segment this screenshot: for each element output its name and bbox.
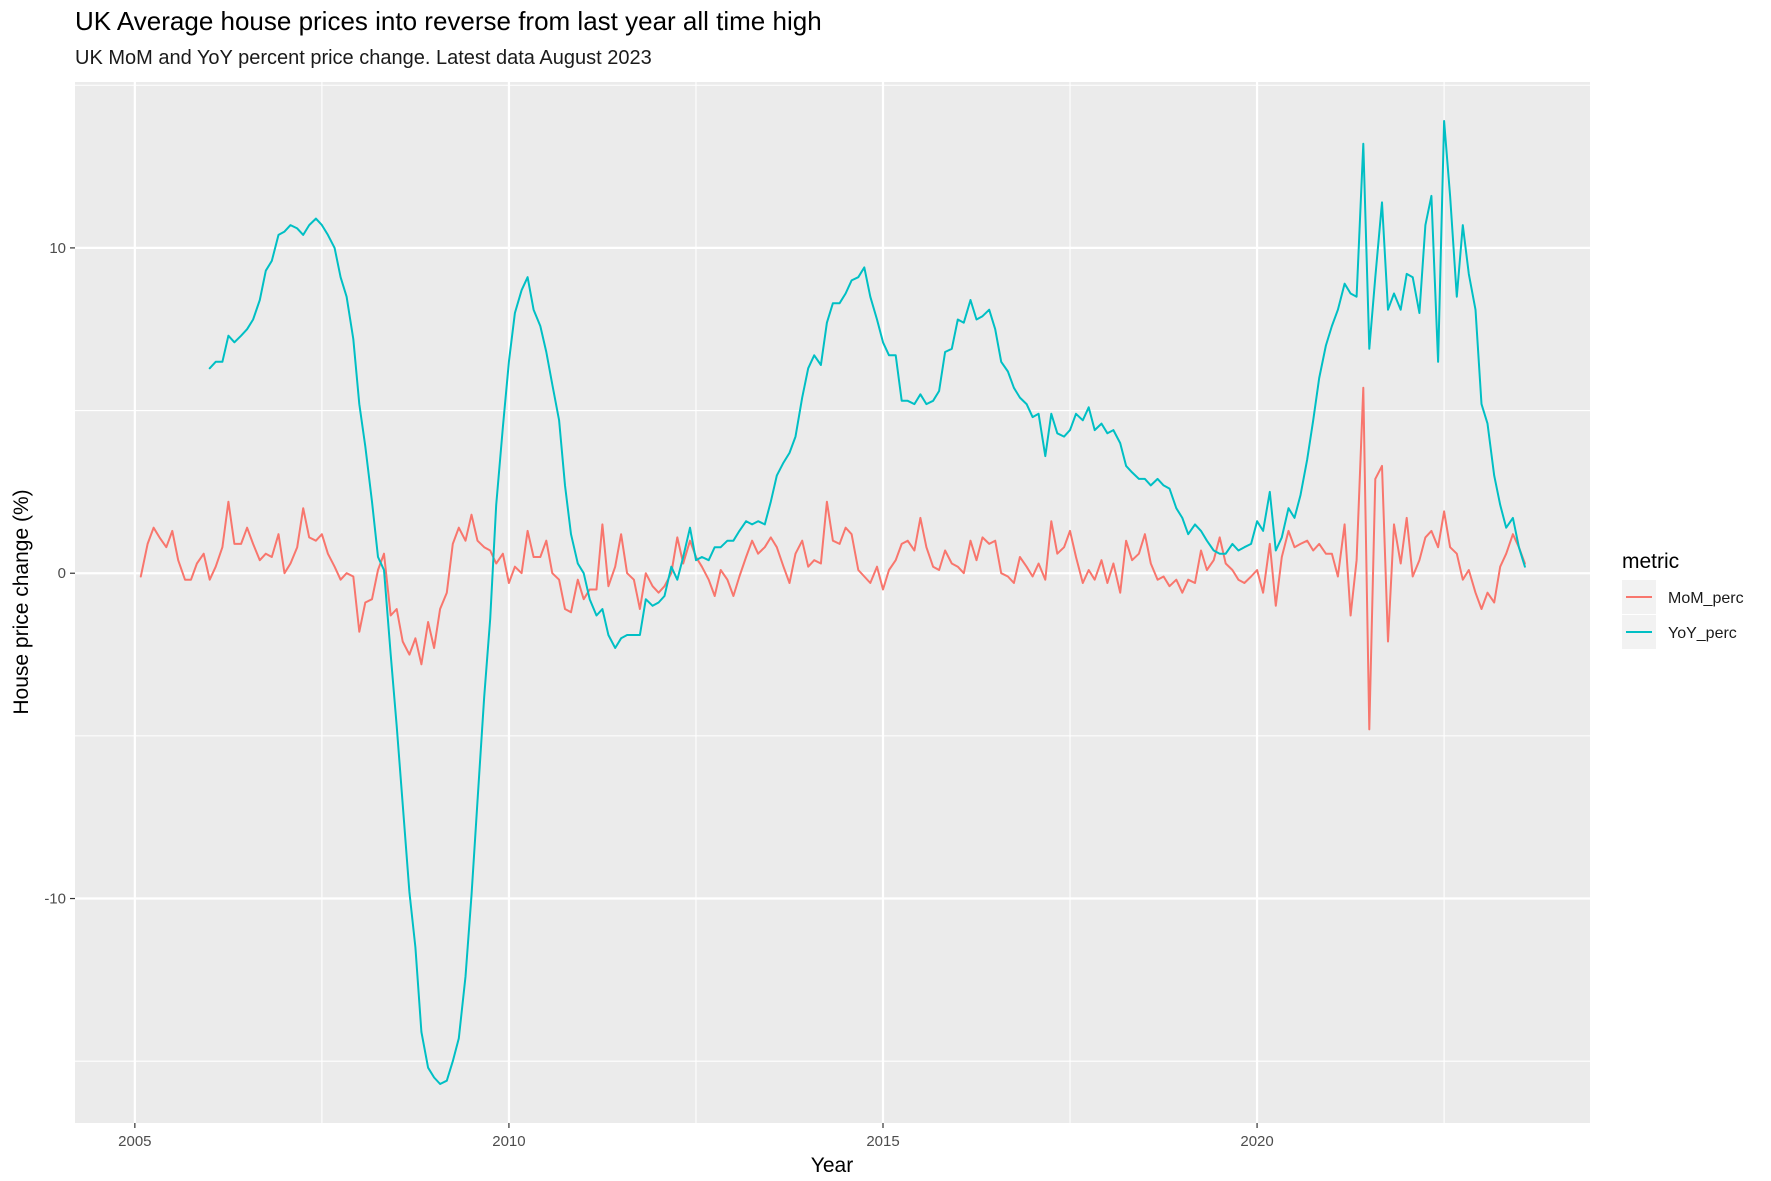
x-axis-title: Year [811,1154,853,1177]
series-lines [139,120,1526,1085]
x-axis: 2005 2010 2015 2020 [118,1123,1274,1150]
chart-title: UK Average house prices into reverse fro… [75,6,822,36]
y-tick-label: 0 [58,565,66,582]
y-tick-label: 10 [49,240,66,257]
x-tick-label: 2005 [118,1133,151,1150]
x-tick-label: 2010 [492,1133,525,1150]
series-line-yoy-perc [208,120,1526,1085]
y-axis-title: House price change (%) [10,489,33,714]
legend-title: metric [1622,550,1679,573]
chart-subtitle: UK MoM and YoY percent price change. Lat… [75,47,652,69]
legend-label-yoy-perc: YoY_perc [1668,625,1737,642]
y-tick-label: -10 [44,891,66,908]
grid-minor [75,82,1590,1123]
series-line-mom-perc [139,386,1526,731]
plot-panel [75,82,1590,1123]
legend: metric MoM_perc YoY_perc [1622,550,1744,649]
x-tick-label: 2015 [866,1133,899,1150]
legend-label-mom-perc: MoM_perc [1668,590,1744,607]
x-tick-label: 2020 [1240,1133,1273,1150]
y-axis: -10 0 10 [44,240,75,908]
